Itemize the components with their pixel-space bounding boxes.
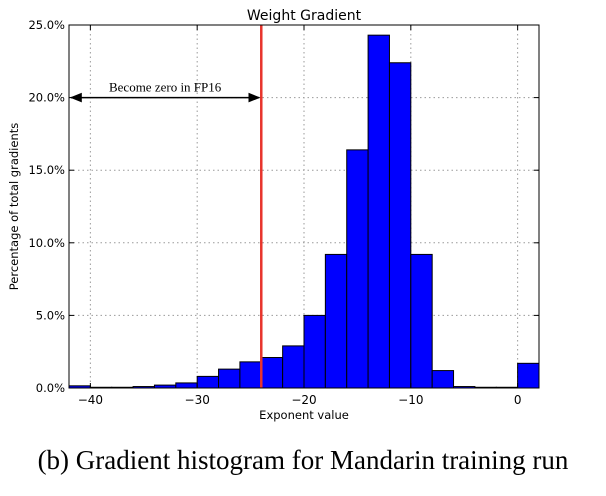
histogram-bar (239, 361, 262, 389)
y-tick-label: 25.0% (28, 18, 65, 32)
histogram-bar (367, 34, 390, 389)
x-axis-label: Exponent value (259, 408, 349, 422)
y-axis-label: Percentage of total gradients (7, 123, 21, 290)
x-tick-label: −20 (291, 393, 316, 407)
y-tick-label: 20.0% (28, 91, 65, 105)
histogram-bar (196, 375, 220, 389)
histogram-bar (324, 253, 348, 389)
histogram-bar (303, 314, 326, 389)
chart-title: Weight Gradient (247, 8, 362, 24)
histogram-bar (388, 62, 412, 389)
histogram-bar (410, 253, 433, 389)
histogram-bar (218, 368, 241, 389)
y-tick-label: 15.0% (28, 163, 65, 177)
histogram-bar (175, 382, 198, 389)
histogram-bar (282, 345, 305, 389)
histogram-bar (431, 370, 455, 389)
y-tick-label: 5.0% (36, 308, 65, 322)
histogram-bar (346, 149, 369, 389)
annotation-label: Become zero in FP16 (109, 80, 222, 95)
figure-caption: (b) Gradient histogram for Mandarin trai… (37, 445, 569, 475)
histogram-bar (260, 357, 284, 389)
x-tick-label: −40 (78, 393, 103, 407)
y-tick-label: 10.0% (28, 236, 65, 250)
x-tick-label: 0 (514, 393, 522, 407)
histogram-bar (517, 362, 540, 389)
y-tick-label: 0.0% (36, 381, 65, 395)
x-tick-label: −10 (398, 393, 423, 407)
histogram-chart: Become zero in FP16 −40 −30 −20 −10 0 0.0% 5.0%… (7, 8, 540, 422)
x-tick-label: −30 (185, 393, 210, 407)
